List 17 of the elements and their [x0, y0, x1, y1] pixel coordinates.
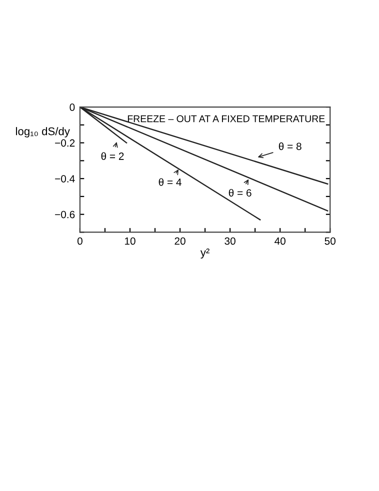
annotation: θ = 4 — [158, 178, 182, 186]
x-tick-label: 0 — [77, 237, 82, 245]
annotation: θ = 8 — [278, 142, 302, 150]
y-tick-label: −0.4 — [55, 175, 75, 182]
y-tick-label: −0.2 — [55, 139, 75, 147]
annotation: θ = 6 — [228, 188, 252, 197]
x-tick-label: 40 — [274, 237, 286, 245]
annotation: θ = 2 — [101, 152, 124, 160]
y-axis-title: log₁₀ dS/dy — [16, 127, 70, 138]
x-tick-label: 10 — [125, 237, 136, 245]
x-tick-label: 30 — [224, 237, 236, 245]
x-tick-label: 50 — [324, 237, 336, 245]
x-tick-label: 20 — [174, 237, 186, 245]
y-tick-label: −0.6 — [55, 210, 75, 218]
annotation: FREEZE – OUT AT A FIXED TEMPERATURE — [128, 115, 325, 122]
y-tick-label: 0 — [70, 104, 75, 111]
x-axis-title: y² — [200, 248, 210, 259]
